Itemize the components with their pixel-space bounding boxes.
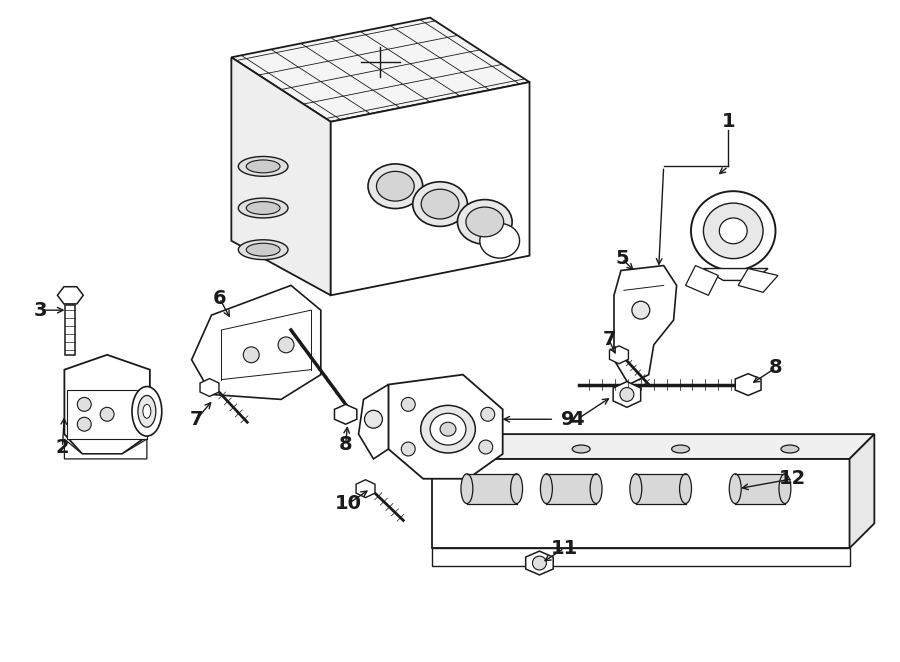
Text: 6: 6 bbox=[212, 289, 226, 308]
Ellipse shape bbox=[572, 445, 590, 453]
Ellipse shape bbox=[376, 171, 414, 201]
Polygon shape bbox=[66, 305, 76, 355]
Ellipse shape bbox=[420, 405, 475, 453]
Polygon shape bbox=[200, 379, 219, 397]
Ellipse shape bbox=[466, 207, 504, 237]
Text: 9: 9 bbox=[561, 410, 574, 429]
Polygon shape bbox=[704, 269, 768, 281]
Ellipse shape bbox=[719, 218, 747, 244]
Polygon shape bbox=[735, 474, 785, 504]
Polygon shape bbox=[614, 265, 677, 385]
Text: 10: 10 bbox=[335, 494, 362, 513]
Polygon shape bbox=[58, 287, 84, 304]
Text: 8: 8 bbox=[338, 434, 353, 453]
Ellipse shape bbox=[430, 413, 466, 445]
Ellipse shape bbox=[238, 240, 288, 260]
Ellipse shape bbox=[540, 474, 553, 504]
Text: 3: 3 bbox=[34, 301, 48, 320]
Text: 5: 5 bbox=[615, 249, 629, 268]
Ellipse shape bbox=[138, 395, 156, 427]
Text: 2: 2 bbox=[56, 438, 69, 457]
Circle shape bbox=[364, 410, 382, 428]
Ellipse shape bbox=[590, 474, 602, 504]
Circle shape bbox=[77, 417, 91, 431]
Circle shape bbox=[401, 442, 415, 456]
Ellipse shape bbox=[680, 474, 691, 504]
Polygon shape bbox=[389, 375, 503, 479]
Polygon shape bbox=[335, 404, 356, 424]
Ellipse shape bbox=[461, 474, 472, 504]
Polygon shape bbox=[192, 285, 320, 399]
Text: 8: 8 bbox=[770, 358, 783, 377]
Ellipse shape bbox=[704, 203, 763, 259]
Circle shape bbox=[479, 440, 492, 454]
Polygon shape bbox=[356, 480, 375, 498]
Circle shape bbox=[100, 407, 114, 421]
Circle shape bbox=[533, 556, 546, 570]
Polygon shape bbox=[735, 373, 761, 395]
Circle shape bbox=[620, 387, 634, 401]
Ellipse shape bbox=[368, 164, 423, 209]
Ellipse shape bbox=[781, 445, 799, 453]
Ellipse shape bbox=[510, 474, 523, 504]
Polygon shape bbox=[686, 265, 718, 295]
Circle shape bbox=[481, 407, 495, 421]
Polygon shape bbox=[68, 389, 147, 439]
Ellipse shape bbox=[143, 404, 151, 418]
Polygon shape bbox=[432, 434, 875, 459]
Polygon shape bbox=[330, 82, 529, 295]
Ellipse shape bbox=[478, 445, 496, 453]
Ellipse shape bbox=[247, 202, 280, 214]
Circle shape bbox=[243, 347, 259, 363]
Circle shape bbox=[632, 301, 650, 319]
Text: 1: 1 bbox=[722, 113, 735, 131]
Polygon shape bbox=[526, 551, 554, 575]
Polygon shape bbox=[432, 548, 850, 566]
Polygon shape bbox=[467, 474, 517, 504]
Polygon shape bbox=[231, 58, 330, 295]
Ellipse shape bbox=[630, 474, 642, 504]
Circle shape bbox=[278, 337, 294, 353]
Polygon shape bbox=[613, 381, 641, 407]
Polygon shape bbox=[850, 434, 875, 548]
Ellipse shape bbox=[691, 191, 776, 271]
Ellipse shape bbox=[457, 200, 512, 244]
Text: 4: 4 bbox=[571, 410, 584, 429]
Ellipse shape bbox=[132, 387, 162, 436]
Text: 12: 12 bbox=[779, 469, 806, 489]
Ellipse shape bbox=[779, 474, 791, 504]
Ellipse shape bbox=[421, 189, 459, 219]
Ellipse shape bbox=[413, 182, 467, 226]
Ellipse shape bbox=[440, 422, 456, 436]
Ellipse shape bbox=[247, 160, 280, 173]
Ellipse shape bbox=[729, 474, 742, 504]
Ellipse shape bbox=[247, 243, 280, 256]
Circle shape bbox=[401, 397, 415, 411]
Polygon shape bbox=[65, 355, 150, 454]
Ellipse shape bbox=[480, 223, 519, 258]
Text: 11: 11 bbox=[551, 539, 578, 557]
Polygon shape bbox=[609, 346, 628, 363]
Polygon shape bbox=[738, 269, 778, 293]
Ellipse shape bbox=[238, 198, 288, 218]
Polygon shape bbox=[358, 385, 389, 459]
Ellipse shape bbox=[238, 156, 288, 176]
Polygon shape bbox=[546, 474, 596, 504]
Text: 7: 7 bbox=[602, 330, 616, 350]
Ellipse shape bbox=[671, 445, 689, 453]
Text: 7: 7 bbox=[190, 410, 203, 429]
Polygon shape bbox=[432, 459, 850, 548]
Circle shape bbox=[77, 397, 91, 411]
Polygon shape bbox=[635, 474, 686, 504]
Polygon shape bbox=[231, 18, 529, 122]
Polygon shape bbox=[65, 439, 147, 459]
